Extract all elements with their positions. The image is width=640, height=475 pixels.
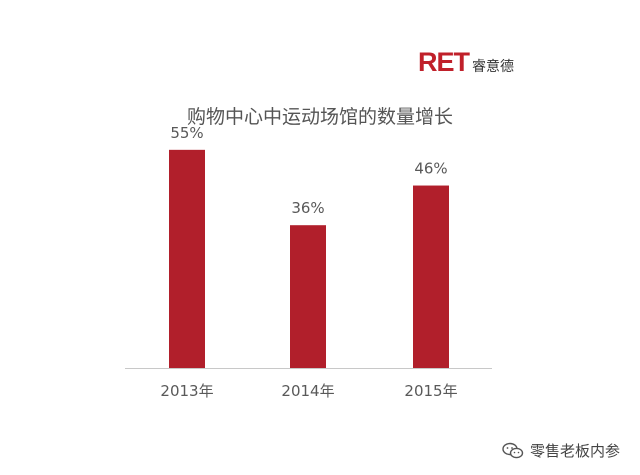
brand-logo-name: 睿意德 (472, 59, 514, 75)
watermark-text: 零售老板内参 (529, 442, 620, 460)
watermark: 零售老板内参 (502, 440, 620, 461)
data-label: 46% (414, 160, 447, 178)
bar-2013年 (169, 149, 205, 368)
data-label: 55% (170, 124, 203, 142)
chart-title: 购物中心中运动场馆的数量增长 (186, 106, 453, 128)
bar-2015年 (413, 185, 449, 368)
x-tick-label: 2013年 (160, 382, 213, 400)
bar-2014年 (290, 225, 326, 368)
x-tick-label: 2014年 (281, 382, 334, 400)
brand-logo: RET 睿意德 (418, 47, 514, 78)
wechat-icon (502, 442, 524, 458)
data-label: 36% (291, 199, 324, 217)
x-tick-label: 2015年 (404, 382, 457, 400)
brand-logo-mark: RET (418, 47, 470, 77)
